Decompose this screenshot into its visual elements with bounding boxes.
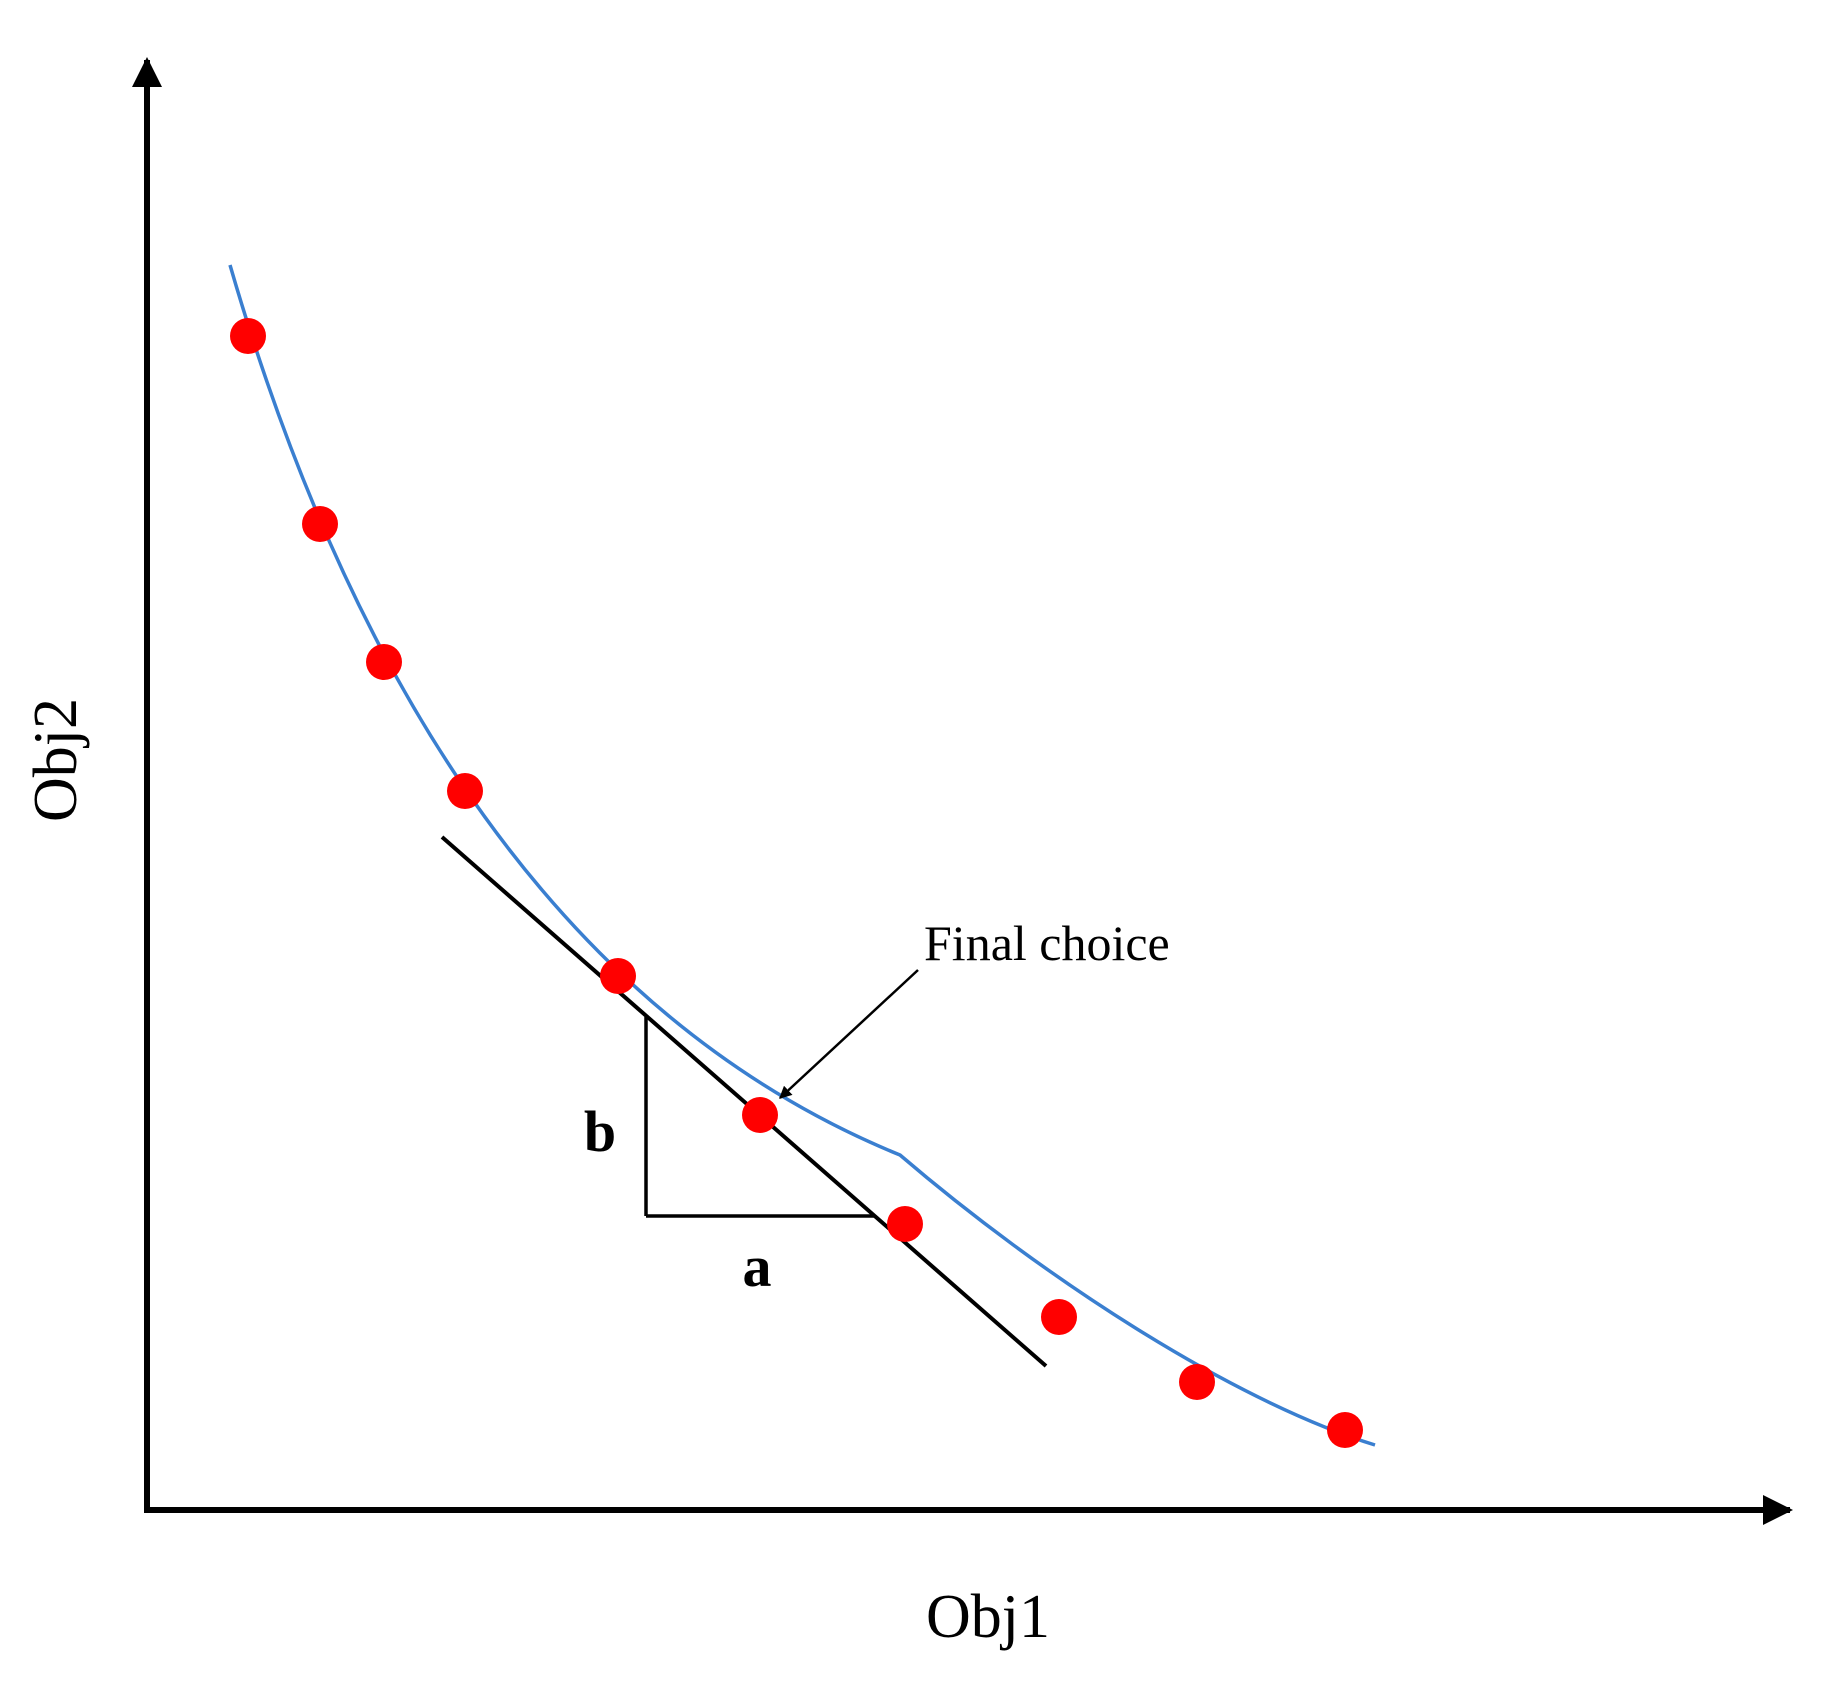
y-axis-label: Obj2 [22,698,90,822]
pareto-point [600,958,636,994]
x-axis-label: Obj1 [926,1583,1050,1651]
pareto-point [230,318,266,354]
pareto-point [1041,1299,1077,1335]
pareto-point [1327,1412,1363,1448]
pareto-point [366,644,402,680]
tangent-run-label: a [743,1234,772,1299]
pareto-front-curve [228,264,1376,1447]
pareto-point [447,773,483,809]
tangent-rise-label: b [584,1099,616,1164]
tangent-line [440,835,1048,1368]
pareto-point [1179,1364,1215,1400]
pareto-point [887,1206,923,1242]
pareto-points [230,318,1363,1448]
pareto-point [302,506,338,542]
final-choice-arrow [779,969,919,1099]
final-choice-point [742,1097,778,1133]
final-choice-label: Final choice [924,915,1170,971]
